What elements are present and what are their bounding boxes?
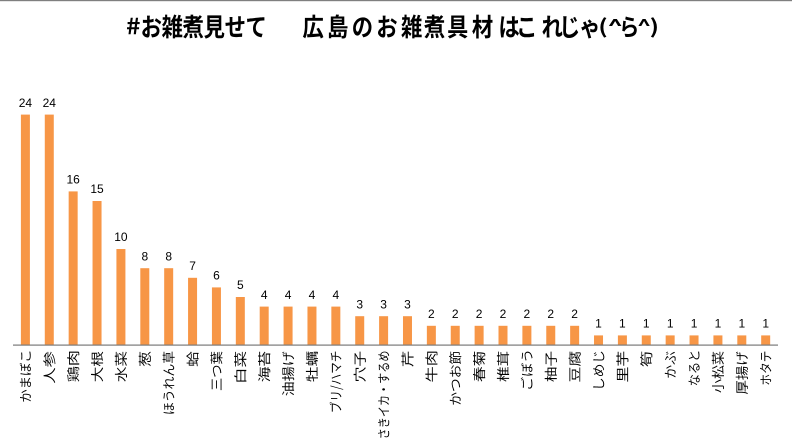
svg-text:2: 2 xyxy=(571,307,578,321)
svg-text:1: 1 xyxy=(595,317,602,331)
svg-text:7: 7 xyxy=(189,259,196,273)
svg-text:15: 15 xyxy=(90,182,104,196)
svg-text:24: 24 xyxy=(19,96,33,110)
svg-text:4: 4 xyxy=(261,288,268,302)
svg-text:6: 6 xyxy=(213,269,220,283)
svg-text:16: 16 xyxy=(66,173,80,187)
svg-text:1: 1 xyxy=(738,317,745,331)
svg-text:4: 4 xyxy=(332,288,339,302)
svg-text:1: 1 xyxy=(691,317,698,331)
svg-text:2: 2 xyxy=(524,307,531,321)
svg-text:1: 1 xyxy=(762,317,769,331)
svg-text:10: 10 xyxy=(114,230,128,244)
svg-text:3: 3 xyxy=(404,297,411,311)
svg-text:2: 2 xyxy=(500,307,507,321)
svg-text:1: 1 xyxy=(667,317,674,331)
svg-text:2: 2 xyxy=(452,307,459,321)
svg-text:4: 4 xyxy=(309,288,316,302)
svg-text:8: 8 xyxy=(165,249,172,263)
svg-text:1: 1 xyxy=(643,317,650,331)
svg-text:8: 8 xyxy=(141,249,148,263)
svg-text:2: 2 xyxy=(428,307,435,321)
svg-text:24: 24 xyxy=(43,96,57,110)
svg-text:5: 5 xyxy=(237,278,244,292)
svg-text:1: 1 xyxy=(619,317,626,331)
svg-text:2: 2 xyxy=(547,307,554,321)
svg-text:3: 3 xyxy=(380,297,387,311)
svg-text:2: 2 xyxy=(476,307,483,321)
svg-text:4: 4 xyxy=(285,288,292,302)
svg-text:1: 1 xyxy=(715,317,722,331)
svg-text:3: 3 xyxy=(356,297,363,311)
